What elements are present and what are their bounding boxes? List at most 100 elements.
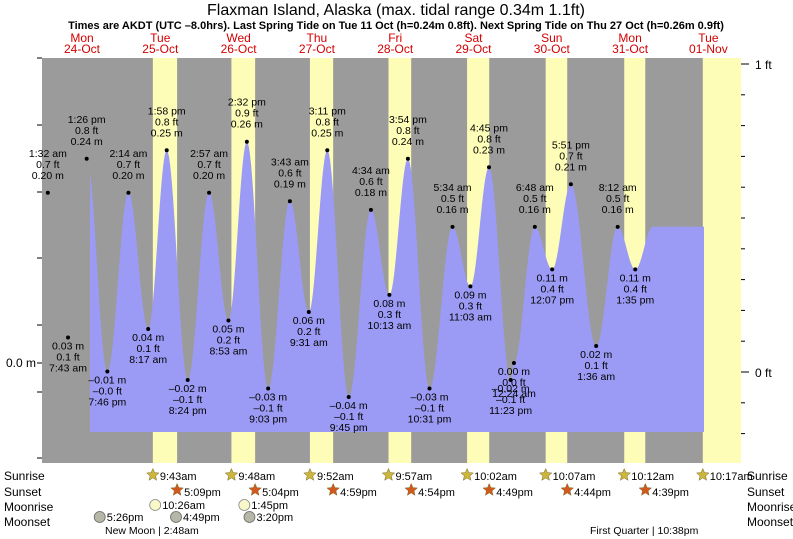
tide-label: 0.18 m (355, 187, 387, 199)
tide-label: 0.0 ft (502, 377, 525, 389)
tide-label: 0.8 ft (155, 116, 178, 128)
tide-point (511, 361, 516, 365)
tide-label: 6:48 am (516, 182, 554, 194)
day-date: 26-Oct (221, 42, 258, 56)
tide-label: 0.7 ft (197, 159, 220, 171)
tide-point (66, 335, 71, 340)
tide-label: 0.5 ft (441, 193, 464, 205)
tide-point (146, 326, 151, 331)
tide-label: 4:45 pm (470, 122, 508, 134)
day-dow: Sun (541, 31, 562, 45)
tide-label: 0.21 m (555, 161, 587, 173)
tide-label: 10:13 am (367, 320, 411, 332)
day-date: 31-Oct (612, 42, 649, 56)
tide-label: 0.00 m (498, 366, 530, 378)
tide-label: 11:03 am (449, 311, 492, 323)
tide-label: 0.06 m (293, 315, 325, 327)
star-icon (404, 482, 419, 496)
tide-label: 0.1 ft (584, 360, 607, 372)
moonset-time: 4:49pm (183, 512, 220, 524)
day-dow: Tue (150, 31, 171, 45)
tide-point (568, 182, 573, 187)
tide-label: –0.1 ft (334, 411, 363, 423)
day-dow: Sat (464, 31, 483, 45)
tide-point (105, 369, 110, 374)
sunset-time: 4:49pm (496, 487, 533, 499)
tide-label: 5:51 pm (552, 139, 590, 151)
tide-label: 0.09 m (454, 289, 486, 301)
tide-area (90, 141, 704, 433)
sunrise-time: 9:48am (238, 471, 275, 483)
day-dow: Thu (307, 31, 328, 45)
sunset-time: 5:04pm (262, 487, 299, 499)
sunset-time: 4:59pm (340, 487, 377, 499)
star-icon (381, 467, 396, 481)
tide-label: 0.1 ft (56, 351, 79, 363)
tide-point (325, 148, 330, 153)
tide-label: 0.8 ft (75, 125, 98, 137)
tide-point (346, 395, 351, 400)
tide-extremes: 1:32 am0.7 ft0.20 m0.03 m0.1 ft7:43 am1:… (29, 97, 655, 434)
day-dow: Tue (698, 31, 719, 45)
tide-label: 0.08 m (373, 298, 405, 310)
tide-label: 0.04 m (132, 332, 164, 344)
tide-point (244, 139, 249, 144)
tide-point (226, 318, 231, 323)
tide-label: 0.19 m (274, 178, 306, 190)
moonrise-time: 10:26am (162, 500, 205, 512)
star-icon (538, 467, 553, 481)
day-dow: Mon (618, 31, 641, 45)
tide-label: –0.02 m (169, 383, 207, 395)
tide-label: 12:24 am (492, 388, 536, 400)
tide-point (405, 156, 410, 161)
tide-label: 8:53 am (209, 345, 247, 357)
tide-label: 9:31 am (290, 337, 328, 349)
tide-label: 1:26 pm (68, 114, 106, 126)
tide-point (84, 156, 89, 161)
tide-point (266, 386, 271, 391)
tide-label: 0.16 m (519, 204, 551, 216)
star-icon (224, 467, 239, 481)
tide-label: 0.16 m (602, 204, 634, 216)
tide-label: 0.5 ft (523, 193, 546, 205)
tide-label: 1:35 pm (616, 294, 654, 306)
tide-label: 0.2 ft (217, 334, 240, 346)
tide-label: 0.23 m (473, 144, 505, 156)
moon-events: 10:26am 1:45pm 5:26pm 4:49pm 3:20pm New Moon … (93, 499, 699, 537)
star-icon (560, 482, 575, 496)
tide-label: 4:34 am (352, 165, 390, 177)
day-dow: Wed (226, 31, 250, 45)
tide-label: 0.8 ft (396, 125, 419, 137)
tide-label: 0.20 m (112, 170, 144, 182)
tide-point (164, 148, 169, 153)
day-date: 24-Oct (64, 42, 101, 56)
tide-label: 0.26 m (231, 119, 263, 131)
tide-label: 2:14 am (109, 148, 147, 160)
star-icon (146, 467, 160, 481)
moonset-time: 3:20pm (256, 512, 293, 524)
tide-label: 0.6 ft (278, 167, 301, 179)
tide-label: 0.6 ft (359, 176, 382, 188)
row-label-right: Moonset (747, 515, 793, 529)
tide-point (185, 378, 190, 383)
tide-point (45, 190, 50, 195)
tide-label: 0.3 ft (459, 300, 482, 312)
tide-label: 0.2 ft (297, 326, 320, 338)
tide-label: 9:03 pm (249, 414, 287, 426)
day-date: 01-Nov (689, 42, 728, 56)
tide-label: 0.20 m (32, 170, 64, 182)
tide-point (126, 190, 131, 195)
moonrise-time: 1:45pm (251, 500, 288, 512)
tide-label: 0.7 ft (117, 159, 140, 171)
day-date: 28-Oct (377, 42, 414, 56)
sunset-time: 5:09pm (184, 487, 221, 499)
tide-point (427, 386, 432, 391)
star-icon (326, 482, 340, 496)
chart-subtitle: Times are AKDT (UTC –8.0hrs). Last Sprin… (68, 20, 724, 32)
tide-point (550, 267, 555, 272)
chart-title: Flaxman Island, Alaska (max. tidal range… (207, 2, 585, 19)
day-dow: Mon (70, 31, 93, 45)
tide-point (207, 190, 212, 195)
